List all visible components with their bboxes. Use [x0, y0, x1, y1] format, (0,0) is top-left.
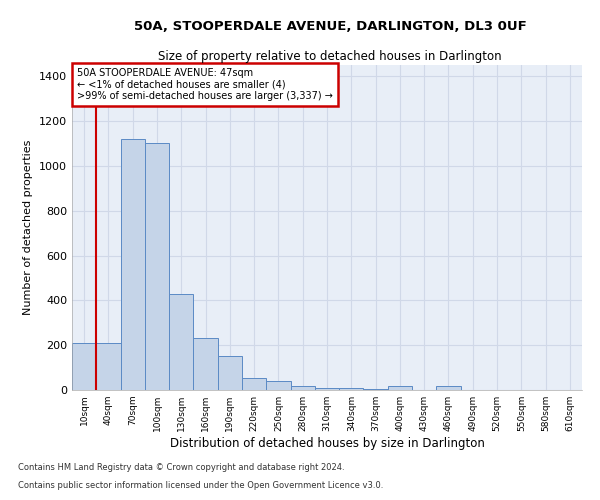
Bar [364, 389, 388, 390]
Bar [266, 381, 290, 390]
Text: 50A, STOOPERDALE AVENUE, DARLINGTON, DL3 0UF: 50A, STOOPERDALE AVENUE, DARLINGTON, DL3… [134, 20, 526, 33]
Bar [121, 139, 145, 390]
Bar [193, 338, 218, 390]
Text: Contains HM Land Registry data © Crown copyright and database right 2024.: Contains HM Land Registry data © Crown c… [18, 464, 344, 472]
Text: Contains public sector information licensed under the Open Government Licence v3: Contains public sector information licen… [18, 481, 383, 490]
Bar [290, 386, 315, 390]
Bar [145, 144, 169, 390]
Bar [242, 378, 266, 390]
Bar [96, 343, 121, 390]
Bar [218, 356, 242, 390]
Text: Size of property relative to detached houses in Darlington: Size of property relative to detached ho… [158, 50, 502, 63]
Bar [169, 294, 193, 390]
X-axis label: Distribution of detached houses by size in Darlington: Distribution of detached houses by size … [170, 437, 484, 450]
Bar [436, 386, 461, 390]
Bar [388, 386, 412, 390]
Y-axis label: Number of detached properties: Number of detached properties [23, 140, 34, 315]
Bar [72, 343, 96, 390]
Text: 50A STOOPERDALE AVENUE: 47sqm
← <1% of detached houses are smaller (4)
>99% of s: 50A STOOPERDALE AVENUE: 47sqm ← <1% of d… [77, 68, 333, 102]
Bar [339, 388, 364, 390]
Bar [315, 388, 339, 390]
